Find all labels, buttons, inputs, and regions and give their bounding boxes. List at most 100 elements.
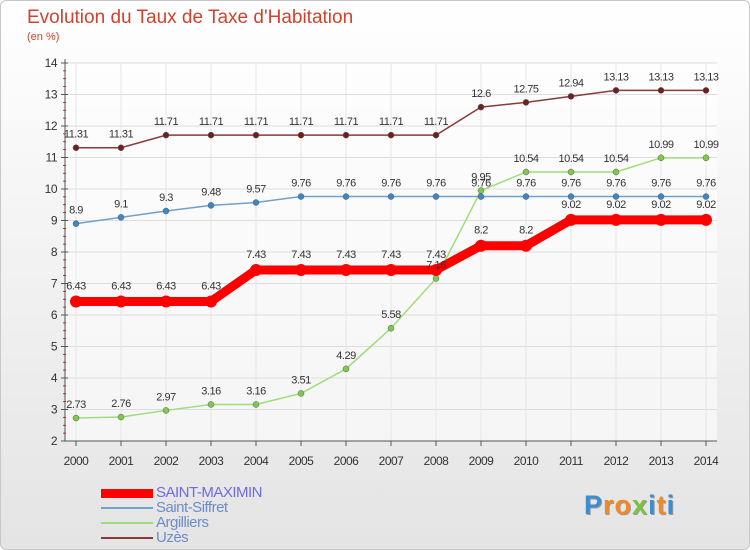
logo-letter: x [632,490,649,520]
y-tick-label: 7 [51,277,58,291]
data-point-3 [297,131,305,139]
data-point-2 [72,414,80,422]
legend-swatch [101,522,153,524]
legend-label: SAINT-MAXIMIN [156,484,263,501]
data-point-1 [477,193,485,200]
x-tick-label: 2009 [469,454,495,468]
legend-swatch [101,537,153,539]
y-tick-label: 13 [45,88,58,102]
data-label: 13.13 [603,71,628,83]
data-label: 9.76 [516,178,536,190]
chart-subtitle: (en %) [27,31,60,43]
data-point-3 [657,87,665,94]
data-point-2 [657,154,665,162]
data-point-1 [612,193,620,200]
data-point-3 [522,99,530,106]
data-label: 12.75 [513,83,538,95]
data-point-saint-maximin [385,263,397,276]
data-label: 6.43 [201,280,221,292]
data-label: 9.76 [696,178,716,190]
chart-title: Evolution du Taux de Taxe d'Habitation [27,7,354,28]
y-tick-label: 11 [46,151,58,165]
data-point-3 [162,131,170,139]
x-tick-label: 2014 [694,454,720,468]
data-point-2 [162,407,170,414]
data-point-1 [72,220,80,227]
data-label: 7.16 [426,259,446,271]
data-label: 10.54 [558,153,583,165]
data-point-1 [702,193,710,200]
legend-label: Saint-Siffret [156,499,228,516]
data-label: 8.2 [519,225,533,237]
y-tick-label: 12 [45,119,58,133]
data-point-saint-maximin [115,295,127,308]
data-label: 9.76 [336,178,356,190]
data-point-saint-maximin [700,213,712,226]
data-point-1 [342,193,350,200]
data-label: 3.16 [201,385,221,397]
data-label: 9.76 [381,178,401,190]
data-label: 9.76 [426,178,446,190]
y-tick-label: 9 [51,214,58,228]
data-label: 11.71 [244,116,269,128]
x-tick-label: 2005 [289,454,315,468]
data-label: 9.02 [651,199,671,211]
data-label: 3.16 [246,385,266,397]
data-point-3 [342,131,350,139]
data-point-saint-maximin [475,239,487,252]
data-label: 11.71 [424,116,449,128]
data-point-2 [342,365,350,373]
data-point-3 [387,131,395,139]
data-label: 7.43 [246,249,266,261]
data-label: 12.6 [471,88,491,100]
data-label: 6.43 [66,280,86,292]
data-label: 7.43 [381,249,401,261]
data-label: 10.99 [693,139,718,151]
x-tick-label: 2008 [424,454,450,468]
data-label: 9.76 [561,178,581,190]
data-point-1 [432,193,440,200]
data-label: 8.2 [474,225,488,237]
data-point-2 [117,413,125,421]
data-label: 2.97 [156,391,176,403]
data-point-saint-maximin [70,295,82,308]
y-tick-label: 6 [51,308,58,322]
data-label: 9.02 [696,199,716,211]
data-point-saint-maximin [340,263,352,276]
data-label: 10.54 [513,153,538,165]
x-tick-label: 2011 [559,454,584,468]
x-tick-label: 2010 [514,454,540,468]
data-point-3 [702,87,710,94]
data-label: 3.51 [291,374,311,386]
data-label: 8.9 [69,205,83,217]
logo-letter: r [603,490,615,520]
data-point-1 [522,193,530,200]
x-tick-label: 2003 [199,454,225,468]
data-label: 10.99 [648,139,673,151]
data-label: 11.71 [154,116,179,128]
data-point-3 [432,131,440,139]
data-label: 9.1 [114,198,128,210]
logo-letter: o [614,490,633,520]
data-label: 11.71 [289,116,314,128]
data-point-2 [612,168,620,176]
data-point-3 [117,144,125,151]
data-label: 9.48 [201,186,221,198]
data-point-3 [252,131,260,139]
data-label: 9.95 [471,172,491,184]
data-point-1 [117,214,125,221]
data-label: 9.02 [606,199,626,211]
data-label: 9.57 [246,184,266,196]
x-tick-label: 2013 [649,454,675,468]
y-tick-label: 3 [51,403,58,417]
data-label: 9.76 [291,178,311,190]
data-label: 11.31 [109,129,134,141]
y-tick-label: 14 [45,56,58,70]
data-point-2 [522,168,530,176]
data-label: 11.31 [64,129,89,141]
y-tick-label: 5 [51,340,58,354]
y-tick-label: 4 [51,371,58,385]
legend-label: Uzès [156,529,189,546]
logo-letter: i [666,490,676,520]
